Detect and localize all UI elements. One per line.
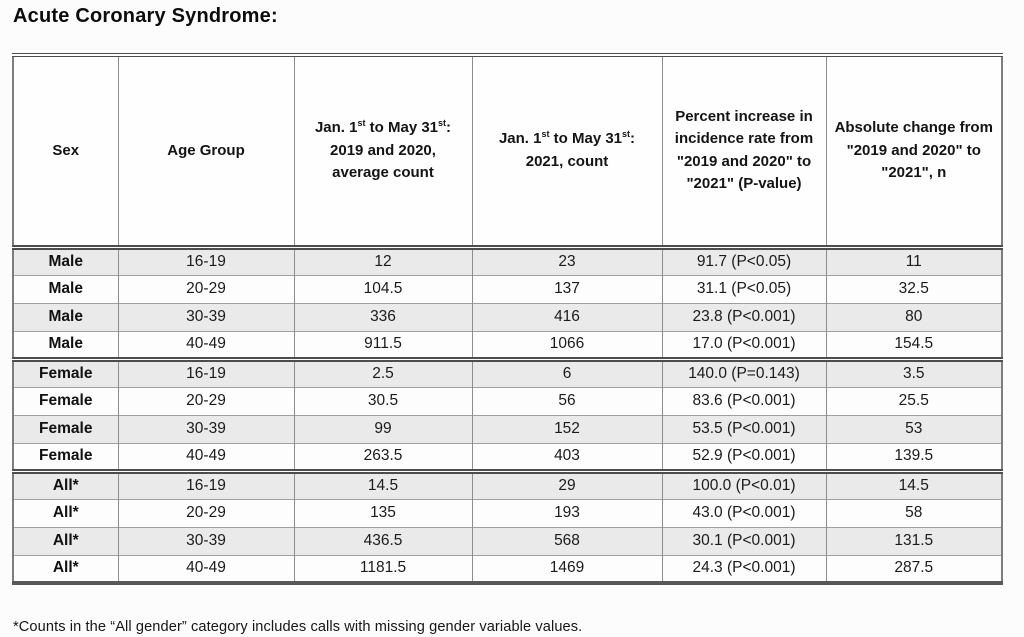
cell-count-2019-2020: 1181.5: [293, 554, 473, 583]
table-row-male-30-39: Male 30-39 336 416 23.8 (P<0.001) 80: [12, 302, 1003, 331]
table-row-female-20-29: Female 20-29 30.5 56 83.6 (P<0.001) 25.5: [12, 386, 1003, 415]
cell-percent-increase: 43.0 (P<0.001): [661, 498, 827, 527]
cell-age-group: 40-49: [117, 330, 295, 359]
cell-count-2019-2020: 263.5: [293, 442, 473, 471]
cell-percent-increase: 30.1 (P<0.001): [661, 526, 827, 555]
cell-age-group: 16-19: [117, 244, 295, 275]
cell-percent-increase: 91.7 (P<0.05): [661, 244, 827, 275]
column-header-count-2021: Jan. 1st to May 31st: 2021, count: [471, 55, 663, 247]
cell-age-group: 30-39: [117, 414, 295, 443]
table-row-male-40-49: Male 40-49 911.5 1066 17.0 (P<0.001) 154.5: [12, 330, 1003, 359]
cell-count-2021: 6: [471, 356, 663, 387]
cell-percent-increase: 23.8 (P<0.001): [661, 302, 827, 331]
cell-absolute-change: 11: [825, 244, 1003, 275]
column-header-sex: Sex: [12, 55, 119, 247]
table-row-all-16-19: All* 16-19 14.5 29 100.0 (P<0.01) 14.5: [12, 468, 1003, 499]
cell-count-2021: 1469: [471, 554, 663, 583]
cell-age-group: 40-49: [117, 554, 295, 583]
cell-count-2019-2020: 30.5: [293, 386, 473, 415]
cell-percent-increase: 31.1 (P<0.05): [661, 274, 827, 303]
column-header-age-group: Age Group: [117, 55, 295, 247]
cell-age-group: 30-39: [117, 526, 295, 555]
table-row-female-30-39: Female 30-39 99 152 53.5 (P<0.001) 53: [12, 414, 1003, 443]
cell-count-2021: 23: [471, 244, 663, 275]
cell-percent-increase: 17.0 (P<0.001): [661, 330, 827, 359]
table-row-male-20-29: Male 20-29 104.5 137 31.1 (P<0.05) 32.5: [12, 274, 1003, 303]
cell-age-group: 16-19: [117, 356, 295, 387]
table-row-female-40-49: Female 40-49 263.5 403 52.9 (P<0.001) 139.5: [12, 442, 1003, 471]
table-row-all-30-39: All* 30-39 436.5 568 30.1 (P<0.001) 131.5: [12, 526, 1003, 555]
cell-percent-increase: 52.9 (P<0.001): [661, 442, 827, 471]
cell-absolute-change: 80: [825, 302, 1003, 331]
cell-age-group: 20-29: [117, 274, 295, 303]
cell-age-group: 40-49: [117, 442, 295, 471]
cell-age-group: 30-39: [117, 302, 295, 331]
table-body: Male 16-19 12 23 91.7 (P<0.05) 11 Male 20-29 104…: [12, 244, 1003, 583]
cell-sex: Male: [12, 274, 119, 303]
cell-sex: Male: [12, 330, 119, 359]
cell-percent-increase: 24.3 (P<0.001): [661, 554, 827, 583]
page-title: Acute Coronary Syndrome:: [13, 5, 278, 27]
cell-absolute-change: 131.5: [825, 526, 1003, 555]
cell-absolute-change: 14.5: [825, 468, 1003, 499]
table-footnote: *Counts in the “All gender” category inc…: [13, 619, 583, 635]
cell-count-2021: 568: [471, 526, 663, 555]
cell-absolute-change: 32.5: [825, 274, 1003, 303]
cell-sex: Female: [12, 356, 119, 387]
cell-percent-increase: 100.0 (P<0.01): [661, 468, 827, 499]
cell-percent-increase: 53.5 (P<0.001): [661, 414, 827, 443]
cell-absolute-change: 25.5: [825, 386, 1003, 415]
cell-age-group: 20-29: [117, 386, 295, 415]
header-row: Sex Age Group Jan. 1st to May 31st: 2019 a…: [12, 55, 1003, 247]
cell-count-2019-2020: 104.5: [293, 274, 473, 303]
cell-sex: All*: [12, 468, 119, 499]
table-row-female-16-19: Female 16-19 2.5 6 140.0 (P=0.143) 3.5: [12, 356, 1003, 387]
cell-sex: All*: [12, 554, 119, 583]
cell-count-2019-2020: 336: [293, 302, 473, 331]
cell-absolute-change: 139.5: [825, 442, 1003, 471]
cell-sex: Female: [12, 386, 119, 415]
cell-count-2019-2020: 99: [293, 414, 473, 443]
cell-sex: All*: [12, 498, 119, 527]
cell-sex: Female: [12, 442, 119, 471]
cell-absolute-change: 3.5: [825, 356, 1003, 387]
cell-count-2021: 56: [471, 386, 663, 415]
table-row-all-20-29: All* 20-29 135 193 43.0 (P<0.001) 58: [12, 498, 1003, 527]
cell-age-group: 20-29: [117, 498, 295, 527]
cell-percent-increase: 140.0 (P=0.143): [661, 356, 827, 387]
cell-count-2021: 152: [471, 414, 663, 443]
cell-sex: Male: [12, 244, 119, 275]
cell-absolute-change: 287.5: [825, 554, 1003, 583]
cell-absolute-change: 53: [825, 414, 1003, 443]
table-row-all-40-49: All* 40-49 1181.5 1469 24.3 (P<0.001) 287.5: [12, 554, 1003, 583]
cell-percent-increase: 83.6 (P<0.001): [661, 386, 827, 415]
column-header-absolute-change: Absolute change from "2019 and 2020" to …: [825, 55, 1003, 247]
cell-count-2019-2020: 12: [293, 244, 473, 275]
cell-count-2019-2020: 2.5: [293, 356, 473, 387]
cell-count-2021: 137: [471, 274, 663, 303]
acs-data-table: Sex Age Group Jan. 1st to May 31st: 2019 a…: [12, 53, 1003, 585]
cell-count-2021: 416: [471, 302, 663, 331]
table-header: Sex Age Group Jan. 1st to May 31st: 2019 a…: [12, 55, 1003, 247]
cell-count-2021: 403: [471, 442, 663, 471]
cell-absolute-change: 154.5: [825, 330, 1003, 359]
cell-count-2021: 193: [471, 498, 663, 527]
cell-sex: All*: [12, 526, 119, 555]
column-header-count-2019-2020: Jan. 1st to May 31st: 2019 and 2020, ave…: [293, 55, 473, 247]
column-header-percent-increase: Percent increase in incidence rate from …: [661, 55, 827, 247]
cell-sex: Female: [12, 414, 119, 443]
table-row-male-16-19: Male 16-19 12 23 91.7 (P<0.05) 11: [12, 244, 1003, 275]
cell-count-2021: 29: [471, 468, 663, 499]
cell-count-2021: 1066: [471, 330, 663, 359]
cell-age-group: 16-19: [117, 468, 295, 499]
cell-count-2019-2020: 436.5: [293, 526, 473, 555]
cell-count-2019-2020: 911.5: [293, 330, 473, 359]
cell-sex: Male: [12, 302, 119, 331]
cell-count-2019-2020: 14.5: [293, 468, 473, 499]
cell-count-2019-2020: 135: [293, 498, 473, 527]
cell-absolute-change: 58: [825, 498, 1003, 527]
